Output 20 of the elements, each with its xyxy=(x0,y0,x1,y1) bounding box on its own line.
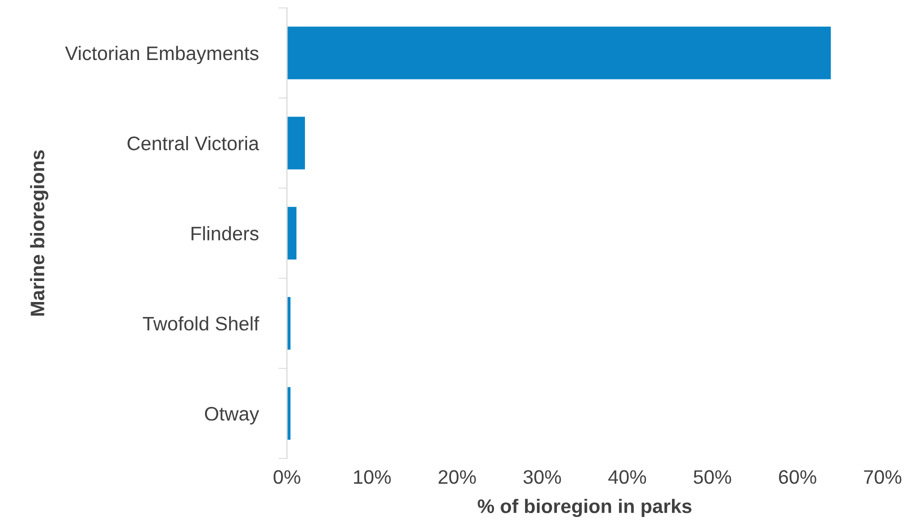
y-tick-label: Central Victoria xyxy=(128,136,260,150)
x-axis-title: % of bioregion in parks xyxy=(478,498,692,518)
x-tick-label: 40% xyxy=(608,470,646,484)
y-tick-label: Otway xyxy=(204,406,260,425)
bar xyxy=(286,386,292,442)
x-tick-label: 70% xyxy=(864,470,902,484)
bar xyxy=(286,115,306,171)
y-tick-label: Victorian Embayments xyxy=(65,46,258,64)
bar xyxy=(286,296,292,352)
bar xyxy=(286,205,298,261)
x-tick-label: 60% xyxy=(779,470,816,484)
x-tick-label: 10% xyxy=(354,470,391,484)
x-tick-label: 0% xyxy=(274,470,300,484)
y-axis-title: Marine bioregions xyxy=(30,150,48,316)
x-tick-label: 30% xyxy=(523,470,561,484)
x-tick-label: 50% xyxy=(694,470,732,484)
x-tick-label: 20% xyxy=(438,470,476,484)
y-tick-label: Twofold Shelf xyxy=(142,316,260,331)
y-tick-label: Flinders xyxy=(192,226,258,240)
bar xyxy=(286,25,832,81)
